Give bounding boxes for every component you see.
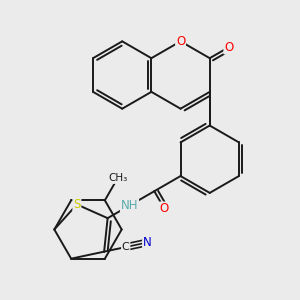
Text: N: N — [143, 236, 152, 249]
Text: NH: NH — [121, 199, 138, 212]
Text: O: O — [176, 35, 185, 48]
Text: S: S — [73, 198, 81, 211]
Text: CH₃: CH₃ — [108, 173, 127, 183]
Text: O: O — [224, 40, 233, 54]
Text: C: C — [122, 242, 130, 252]
Text: O: O — [160, 202, 169, 215]
